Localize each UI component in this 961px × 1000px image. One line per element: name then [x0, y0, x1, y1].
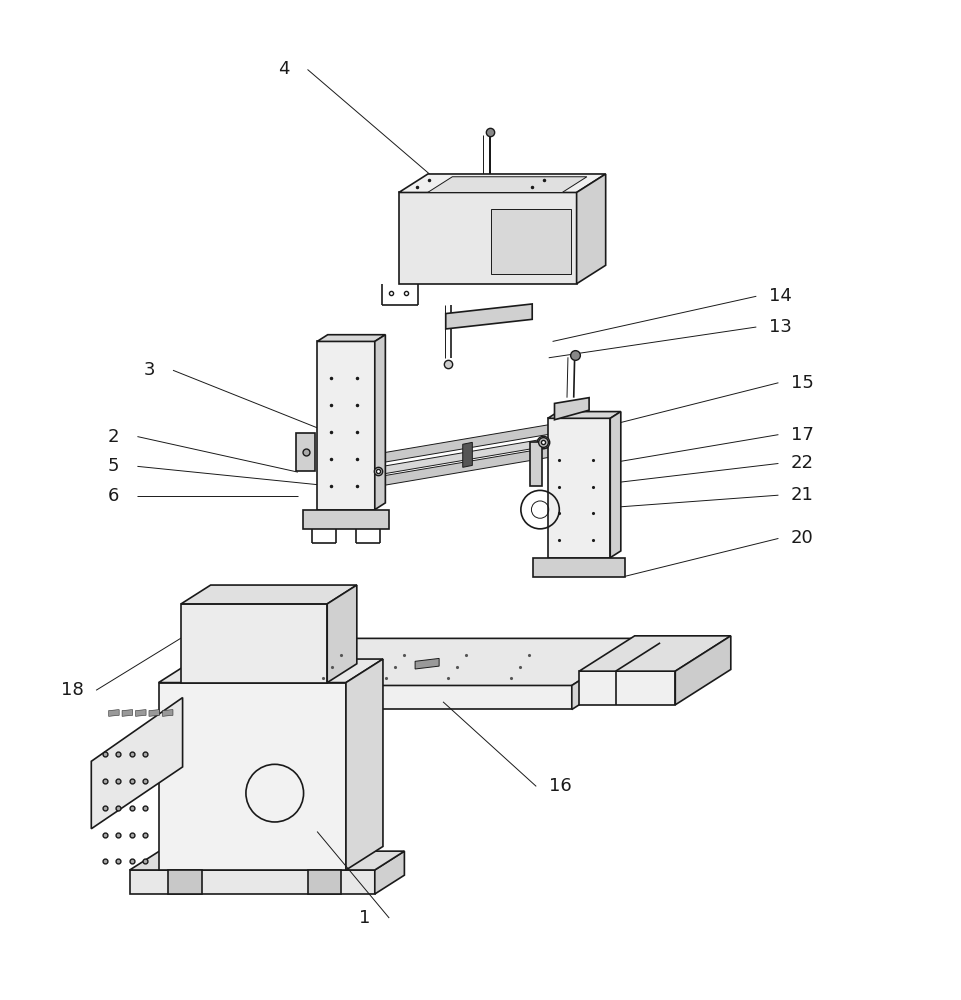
Polygon shape — [181, 585, 357, 604]
Polygon shape — [91, 698, 183, 829]
Polygon shape — [415, 658, 439, 669]
Polygon shape — [296, 433, 315, 471]
Polygon shape — [548, 412, 621, 418]
Polygon shape — [375, 851, 405, 894]
Polygon shape — [382, 438, 553, 474]
Polygon shape — [463, 442, 473, 467]
Polygon shape — [491, 209, 571, 274]
Polygon shape — [399, 192, 577, 284]
Polygon shape — [181, 604, 327, 683]
Polygon shape — [579, 636, 730, 671]
Polygon shape — [317, 341, 375, 510]
Text: 15: 15 — [791, 374, 814, 392]
Text: 18: 18 — [61, 681, 84, 699]
Polygon shape — [428, 177, 587, 192]
Polygon shape — [159, 659, 382, 683]
Text: 16: 16 — [549, 777, 572, 795]
Polygon shape — [530, 442, 542, 486]
Text: 22: 22 — [791, 454, 814, 472]
Text: 2: 2 — [108, 428, 119, 446]
Text: 1: 1 — [359, 909, 371, 927]
Polygon shape — [346, 659, 382, 870]
Polygon shape — [303, 510, 389, 529]
Polygon shape — [579, 671, 676, 705]
Text: 21: 21 — [791, 486, 814, 504]
Polygon shape — [327, 585, 357, 683]
Polygon shape — [382, 424, 553, 463]
Text: 13: 13 — [769, 318, 792, 336]
Polygon shape — [577, 174, 605, 284]
Polygon shape — [382, 447, 553, 486]
Polygon shape — [274, 638, 646, 685]
Polygon shape — [149, 710, 160, 716]
Text: 3: 3 — [143, 361, 155, 379]
Polygon shape — [274, 685, 572, 709]
Polygon shape — [168, 870, 202, 894]
Text: 14: 14 — [769, 287, 792, 305]
Text: 4: 4 — [278, 60, 289, 78]
Polygon shape — [548, 418, 610, 558]
Polygon shape — [162, 710, 173, 716]
Polygon shape — [109, 710, 119, 716]
Polygon shape — [533, 558, 625, 577]
Text: 5: 5 — [108, 457, 119, 475]
Polygon shape — [610, 412, 621, 558]
Polygon shape — [399, 174, 605, 192]
Polygon shape — [317, 335, 385, 341]
Polygon shape — [122, 710, 133, 716]
Polygon shape — [676, 636, 730, 705]
Polygon shape — [136, 710, 146, 716]
Polygon shape — [308, 870, 341, 894]
Polygon shape — [130, 851, 405, 870]
Polygon shape — [130, 870, 375, 894]
Text: 17: 17 — [791, 426, 814, 444]
Text: 20: 20 — [791, 529, 814, 547]
Text: 6: 6 — [108, 487, 119, 505]
Polygon shape — [375, 335, 385, 510]
Polygon shape — [572, 638, 646, 709]
Polygon shape — [446, 304, 532, 329]
Polygon shape — [159, 683, 346, 870]
Polygon shape — [554, 398, 589, 420]
